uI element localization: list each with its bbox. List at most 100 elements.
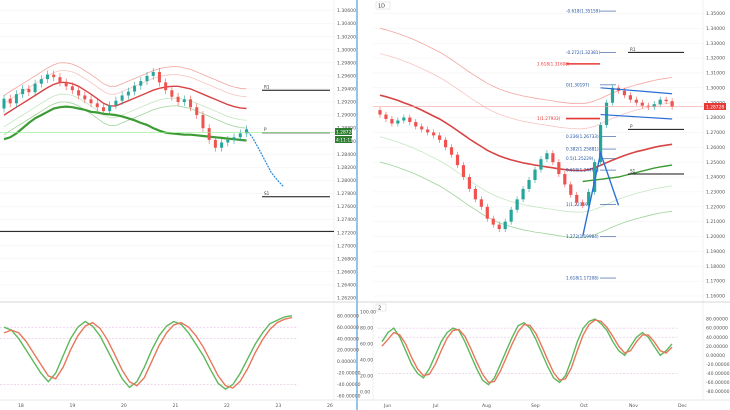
right-price-tick: 1.31000	[706, 71, 725, 77]
right-candle-body	[509, 209, 513, 222]
left-pivot-levels: R1 P S1	[0, 85, 334, 232]
right-osc-tick: 60.00000	[706, 326, 728, 332]
left-price-tick: 1.29000	[337, 113, 356, 119]
left-osc-line	[3, 315, 293, 390]
left-candle-body	[139, 81, 143, 86]
osc-interval-label[interactable]: 2	[378, 306, 381, 312]
left-countdown-tag: 4:11:11	[336, 137, 353, 143]
left-price-tick: 1.30200	[337, 34, 356, 40]
right-osc-tick: -20.00000	[706, 362, 730, 368]
right-price-tick: 1.33000	[706, 41, 725, 47]
left-candle-body	[157, 71, 161, 83]
left-candle-body	[213, 139, 217, 148]
right-candle-body	[491, 218, 495, 225]
right-candle-body	[432, 132, 436, 136]
left-level-p-label: P	[264, 127, 267, 132]
left-price-tag-box	[335, 128, 352, 135]
left-date-tick: 23	[276, 403, 282, 409]
left-price-tick: 1.27000	[337, 243, 356, 249]
left-osc-tick: -60.00000	[337, 394, 361, 400]
right-candle-body	[670, 101, 674, 107]
left-candle-body	[70, 86, 74, 91]
left-candle-body	[151, 71, 155, 76]
left-price-tick: 1.28000	[337, 178, 356, 184]
right-osc-tick: 0.00000	[706, 353, 725, 359]
left-candle-body	[207, 128, 211, 140]
right-date-tick: Jul	[432, 403, 439, 409]
right-candle-body	[473, 188, 477, 200]
right-price-tag: 1.28728	[706, 104, 724, 110]
left-candle-body	[2, 98, 6, 109]
left-price-tick: 1.29400	[337, 87, 356, 93]
left-price-pane[interactable]	[0, 0, 334, 302]
right-candle-body	[390, 119, 394, 124]
right-candles	[378, 84, 674, 237]
right-candle-body	[593, 162, 597, 192]
left-oscillator: 80.00000 60.00000 40.00000 20.00000 0.00000 -…	[0, 313, 361, 400]
left-sma-long-line	[3, 105, 247, 142]
right-fib-label: 1(1.27933)	[537, 116, 561, 121]
right-interval-box[interactable]	[375, 1, 391, 10]
left-projection-path	[246, 129, 285, 188]
right-candle-body	[479, 199, 483, 207]
right-price-tick: 1.34000	[706, 26, 725, 32]
left-candle-body	[14, 94, 18, 104]
right-candle-body	[545, 153, 549, 160]
right-price-axis[interactable]: 1.35000 1.34000 1.33000 1.32000 1.31000 1.300…	[706, 11, 725, 300]
right-interval-label[interactable]: 1D	[378, 4, 385, 10]
right-candle-body	[515, 199, 519, 210]
right-candle-body	[640, 102, 644, 106]
osc-interval-box[interactable]	[375, 303, 387, 312]
left-candle-body	[21, 88, 25, 95]
right-fib-label: 1(1.22159)	[566, 202, 590, 207]
left-candle-body	[101, 107, 105, 112]
right-date-tick: Dec	[678, 403, 687, 409]
right-price-tick: 1.16000	[706, 294, 725, 300]
left-price-tick: 1.30000	[337, 47, 356, 53]
left-date-tick: 18	[18, 403, 24, 409]
left-osc-tick: -20.00000	[337, 371, 361, 377]
right-fib-label: 1.618(1.31608)	[537, 61, 570, 66]
right-osc-left-tick: 80.00	[360, 326, 373, 332]
right-candle-body	[378, 110, 382, 115]
right-date-tick: Aug	[482, 403, 491, 409]
left-price-axis[interactable]: 1.30600 1.30400 1.30200 1.30000 1.29800 1.296…	[337, 8, 356, 301]
left-candle-body	[133, 85, 137, 92]
right-price-tick: 1.26000	[706, 145, 725, 151]
right-candle-body	[521, 188, 525, 200]
right-candle-body	[402, 117, 406, 121]
right-osc-tick: 20.00000	[706, 344, 728, 350]
right-candle-body	[658, 99, 662, 105]
left-candles	[2, 68, 285, 188]
left-grid	[0, 10, 334, 299]
right-candle-body	[443, 139, 448, 148]
left-candle-body	[145, 75, 149, 82]
left-candle-body	[46, 74, 50, 80]
right-price-tick: 1.24000	[706, 175, 725, 181]
right-sma-red-line	[379, 94, 673, 172]
right-price-pane[interactable]	[373, 0, 703, 302]
left-candle-body	[238, 133, 242, 138]
right-date-axis[interactable]: Jun Jul Aug Sep Oct Nov Dec	[383, 403, 687, 409]
right-candle-body	[622, 90, 627, 96]
right-price-tick: 1.35000	[706, 11, 725, 17]
right-candle-body	[497, 224, 501, 230]
left-candle-body	[39, 79, 43, 84]
left-date-tick: 26	[327, 403, 333, 409]
right-pivot-levels: R1 P S1	[373, 47, 703, 175]
left-countdown-tag-box	[335, 136, 352, 143]
left-price-tick: 1.30400	[337, 21, 356, 27]
left-price-tick: 1.27200	[337, 230, 356, 236]
right-price-tick: 1.23000	[706, 189, 725, 195]
left-osc-line	[3, 316, 293, 389]
left-candle-body	[108, 105, 112, 112]
right-candle-body	[449, 147, 454, 155]
left-price-tick: 1.29800	[337, 60, 356, 66]
left-date-tick: 22	[224, 403, 230, 409]
left-date-axis[interactable]: 18 19 20 21 22 23 26	[18, 403, 333, 409]
right-envelope-line	[379, 161, 673, 238]
left-price-tick: 1.27400	[337, 217, 356, 223]
left-candle-body	[176, 96, 180, 102]
left-date-tick: 21	[173, 403, 179, 409]
